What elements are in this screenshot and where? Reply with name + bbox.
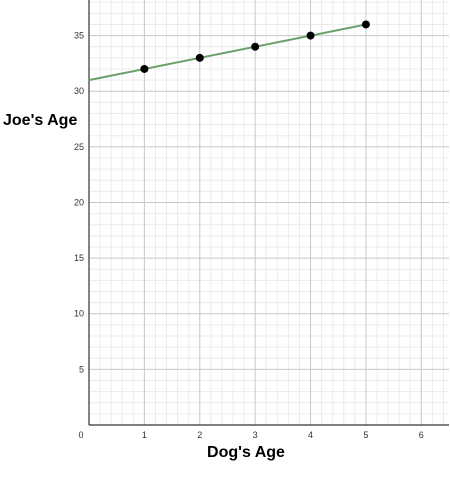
- axes: [88, 0, 449, 426]
- data-point: [361, 20, 370, 29]
- y-tick-label: 5: [79, 364, 84, 374]
- data-point: [306, 31, 315, 40]
- data-point: [195, 53, 204, 62]
- x-tick-label: 6: [419, 430, 424, 440]
- y-axis-title: Joe's Age: [3, 112, 77, 129]
- series-layer: [88, 20, 370, 82]
- x-axis-title: Dog's Age: [207, 444, 285, 461]
- y-tick-label: 20: [74, 197, 84, 207]
- y-tick-label: 30: [74, 86, 84, 96]
- trend-line: [88, 23, 367, 82]
- y-tick-label: 35: [74, 31, 84, 41]
- x-tick-label: 4: [308, 430, 313, 440]
- x-tick-label: 0: [78, 430, 83, 440]
- data-point: [251, 42, 260, 51]
- x-tick-label: 1: [142, 430, 147, 440]
- x-tick-label: 3: [253, 430, 258, 440]
- x-tick-label: 5: [363, 430, 368, 440]
- x-tick-label: 2: [197, 430, 202, 440]
- tick-labels: 0 1 2 3 4 5 6 5 10 15 20 25 30 35: [74, 31, 424, 440]
- y-tick-label: 15: [74, 253, 84, 263]
- minor-grid: [89, 0, 449, 425]
- major-grid: [89, 0, 449, 425]
- y-tick-label: 10: [74, 309, 84, 319]
- data-point: [140, 64, 149, 73]
- y-tick-label: 25: [74, 142, 84, 152]
